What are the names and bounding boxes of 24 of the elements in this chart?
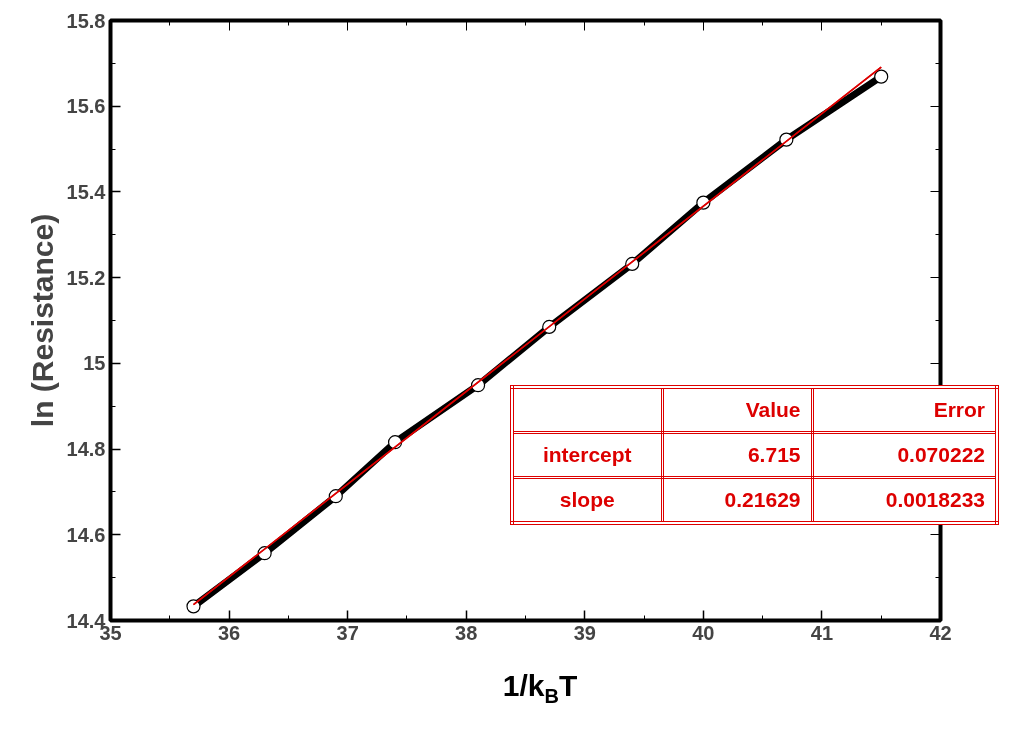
x-tick-label: 38 (455, 621, 478, 644)
y-tick-label: 15.4 (66, 180, 107, 203)
annotation: Value (662, 387, 812, 433)
x-tick-label: 36 (217, 621, 241, 644)
x-tick-label: 42 (929, 621, 952, 644)
x-tick-label: 37 (336, 621, 359, 644)
y-tick-label: 14.8 (66, 438, 106, 461)
y-tick-label: 14.6 (66, 523, 106, 546)
annotation: 0.0018233 (812, 477, 997, 523)
annotation: 6.715 (662, 432, 812, 478)
y-axis-title: ln (Resistance) (25, 213, 59, 428)
x-tick-label: 41 (810, 621, 834, 644)
annotation: Error (812, 387, 997, 433)
x-tick-label: 39 (573, 621, 596, 644)
x-tick-label: 40 (692, 621, 715, 644)
y-tick-label: 15.6 (66, 95, 106, 118)
annotation: slope (512, 477, 662, 523)
y-tick-label: 15 (83, 352, 106, 375)
annotation: 0.070222 (812, 432, 997, 478)
y-tick-label: 15.8 (66, 9, 106, 32)
annotation: 0.21629 (662, 477, 812, 523)
annotation: intercept (512, 432, 662, 478)
x-axis-title: 1/k$_{B}$T (502, 668, 578, 709)
y-tick-label: 15.2 (66, 266, 106, 289)
